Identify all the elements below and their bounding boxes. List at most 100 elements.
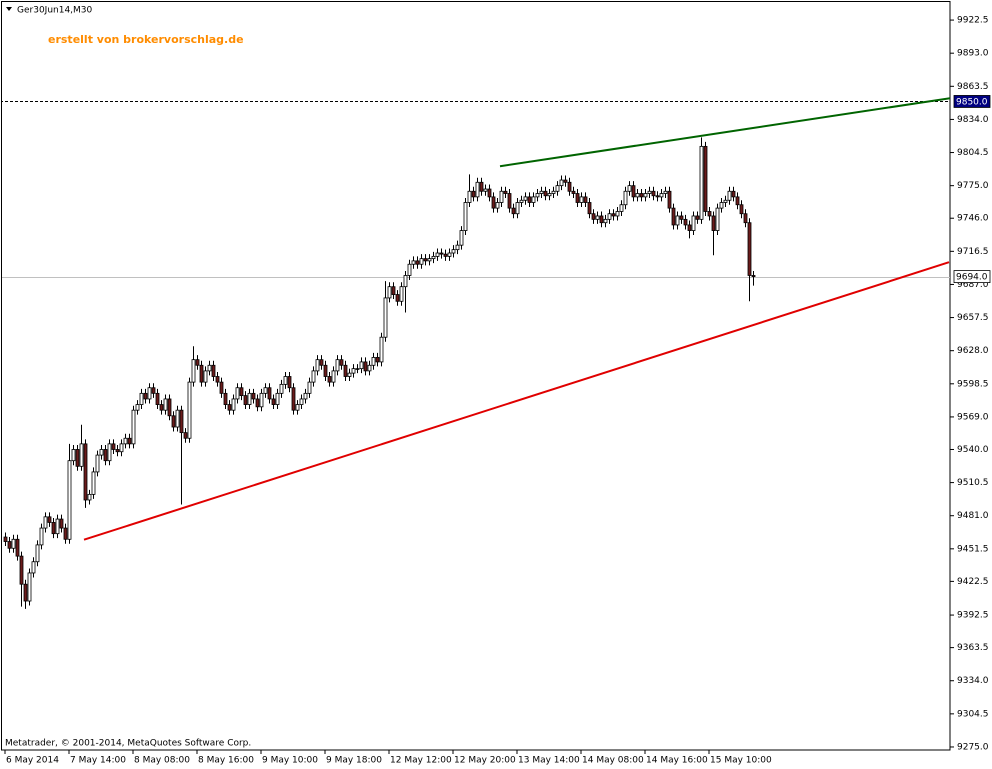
candle-body: [35, 544, 40, 563]
candle-body: [287, 376, 292, 389]
candle-body: [243, 395, 248, 405]
candle-body: [683, 218, 688, 226]
candle-body: [323, 364, 328, 377]
candle-body: [303, 392, 308, 400]
candle-body: [127, 437, 132, 445]
candle-body: [471, 190, 476, 198]
candle-body: [495, 202, 500, 209]
price-box: [953, 270, 991, 283]
y-tick-label: 9687.0: [957, 280, 989, 290]
y-tick-label: 9922.5: [957, 16, 989, 26]
trendline: [83, 261, 950, 541]
candle-body: [723, 199, 728, 203]
candle-body: [423, 258, 428, 262]
x-tick-label: 6 May 2014: [6, 756, 59, 766]
candle-body: [583, 196, 588, 203]
candle-body: [667, 190, 672, 209]
candle-body: [747, 222, 752, 276]
y-tick-label: 9510.5: [957, 478, 989, 488]
y-tick-label: 9804.5: [957, 148, 989, 158]
candle-body: [111, 443, 116, 450]
candle-body: [619, 204, 624, 212]
candle-body: [247, 392, 252, 405]
candle-body: [503, 190, 508, 194]
candle-body: [483, 188, 488, 192]
candle-body: [83, 443, 88, 501]
candle-body: [367, 364, 372, 372]
candle-body: [551, 190, 556, 194]
candle-body: [203, 370, 208, 383]
candle-body: [563, 179, 568, 183]
candle-body: [99, 449, 104, 456]
candle-body: [727, 190, 732, 201]
candle-body: [307, 381, 312, 394]
candle-body: [607, 213, 612, 220]
candle-body: [183, 432, 188, 439]
candle-body: [167, 398, 172, 417]
candle-body: [487, 188, 492, 198]
candle-body: [467, 190, 472, 203]
candle-body: [231, 398, 236, 411]
candle-body: [719, 202, 724, 209]
x-tick-label: 9 May 10:00: [262, 756, 318, 766]
y-tick-label: 9422.5: [957, 577, 989, 587]
price-box-label: 9850.0: [956, 97, 988, 107]
y-tick-label: 9628.0: [957, 346, 989, 356]
candle-body: [55, 518, 60, 535]
plot: [2, 97, 950, 609]
candle-body: [671, 207, 676, 226]
y-tick-label: 9893.0: [957, 49, 989, 59]
candle-body: [743, 213, 748, 224]
candle-body: [663, 190, 668, 194]
candle-body: [327, 376, 332, 383]
candle-body: [139, 392, 144, 405]
candle-body: [207, 364, 212, 372]
candle-body: [695, 215, 700, 220]
watermark: erstellt von brokervorschlag.de: [48, 33, 244, 46]
candle-body: [447, 252, 452, 257]
candle-body: [535, 193, 540, 198]
x-tick-label: 9 May 18:00: [326, 756, 382, 766]
candle-body: [223, 392, 228, 405]
candle-body: [103, 449, 108, 462]
candle-body: [75, 449, 80, 467]
candle-body: [175, 409, 180, 428]
candle-body: [751, 275, 756, 277]
y-tick-label: 9863.5: [957, 82, 989, 92]
candle-body: [355, 368, 360, 370]
candle-body: [371, 357, 376, 366]
x-tick-label: 12 May 20:00: [454, 756, 516, 766]
candle-body: [543, 190, 548, 197]
candle-body: [731, 190, 736, 198]
candle-body: [475, 181, 480, 198]
y-tick-label: 9657.5: [957, 313, 989, 323]
candle-body: [427, 258, 432, 262]
candle-body: [515, 202, 520, 215]
candle-body: [499, 190, 504, 203]
y-tick-label: 9598.5: [957, 379, 989, 389]
candle-body: [315, 359, 320, 372]
candle-body: [623, 190, 628, 206]
copyright: Metatrader, © 2001-2014, MetaQuotes Soft…: [5, 739, 251, 749]
candle-body: [335, 359, 340, 372]
y-tick-label: 9481.0: [957, 511, 989, 521]
candle-body: [7, 541, 12, 549]
candle-body: [347, 372, 352, 377]
candle-body: [567, 181, 572, 192]
candle-body: [735, 196, 740, 206]
candle-body: [415, 260, 420, 265]
candle-body: [199, 364, 204, 383]
candle-body: [151, 387, 156, 394]
candle-body: [255, 398, 260, 408]
candle-body: [479, 181, 484, 192]
candle-body: [107, 443, 112, 462]
candle-body: [63, 527, 68, 540]
candle-body: [595, 215, 600, 220]
candle-body: [631, 185, 636, 198]
candle-body: [31, 561, 36, 574]
candle-body: [43, 516, 48, 529]
candle-body: [291, 387, 296, 411]
candle-body: [91, 471, 96, 495]
candle-body: [539, 190, 544, 194]
